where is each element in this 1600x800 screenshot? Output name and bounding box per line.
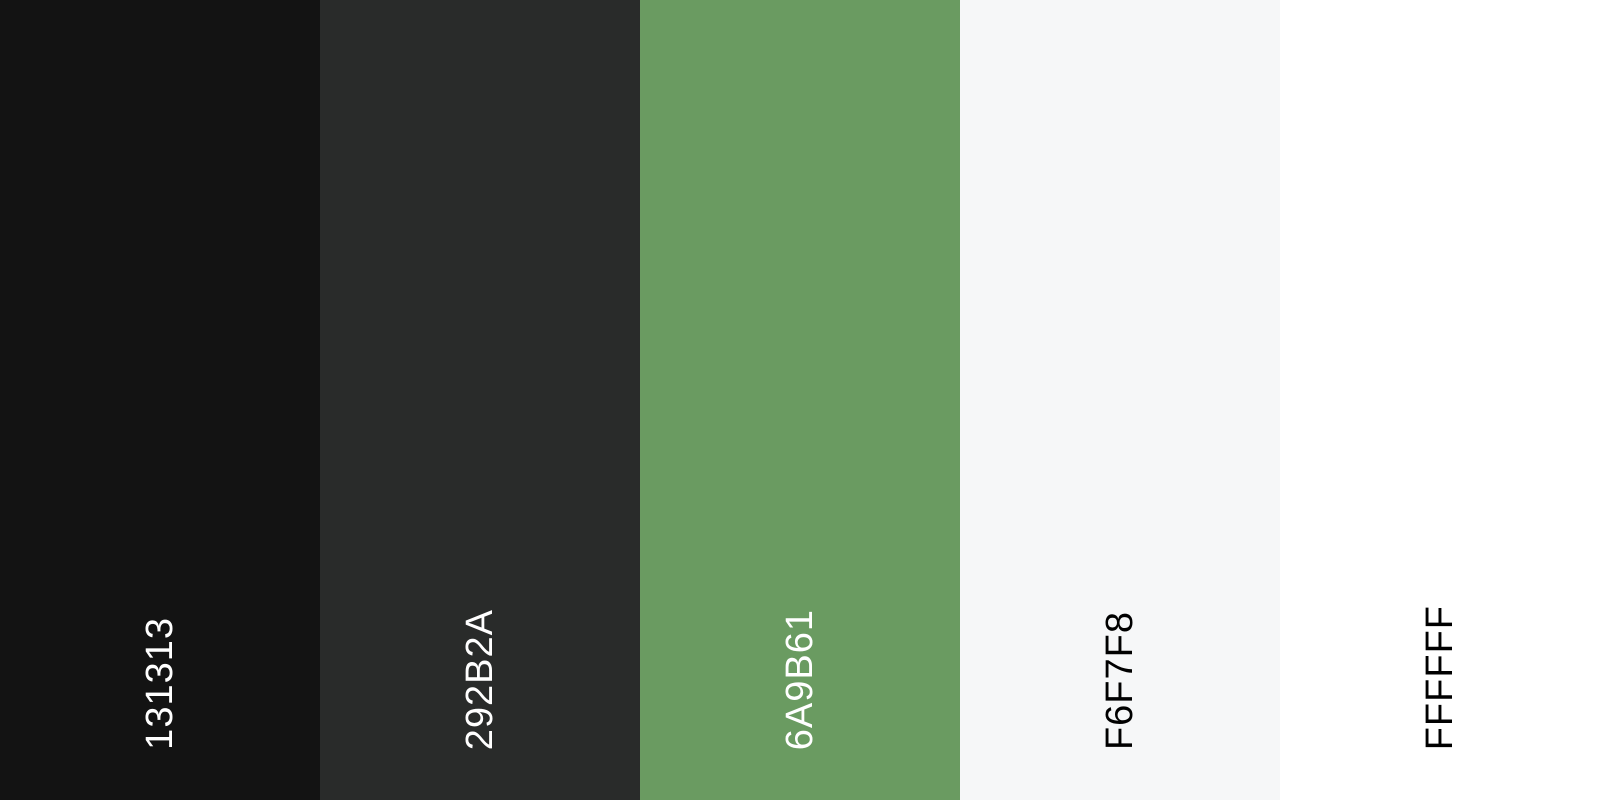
swatch-4[interactable]: F6F7F8 [960,0,1280,800]
swatch-label-wrap: FFFFFF [1280,600,1600,750]
swatch-2[interactable]: 292B2A [320,0,640,800]
swatch-label-wrap: 131313 [0,600,320,750]
swatch-label-wrap: F6F7F8 [960,600,1280,750]
swatch-hex-label: 6A9B61 [779,608,821,750]
swatch-hex-label: 292B2A [459,608,501,750]
swatch-3[interactable]: 6A9B61 [640,0,960,800]
swatch-hex-label: F6F7F8 [1099,610,1141,750]
swatch-hex-label: 131313 [139,617,181,750]
swatch-label-wrap: 292B2A [320,600,640,750]
swatch-5[interactable]: FFFFFF [1280,0,1600,800]
swatch-1[interactable]: 131313 [0,0,320,800]
swatch-hex-label: FFFFFF [1419,604,1461,750]
swatch-label-wrap: 6A9B61 [640,600,960,750]
